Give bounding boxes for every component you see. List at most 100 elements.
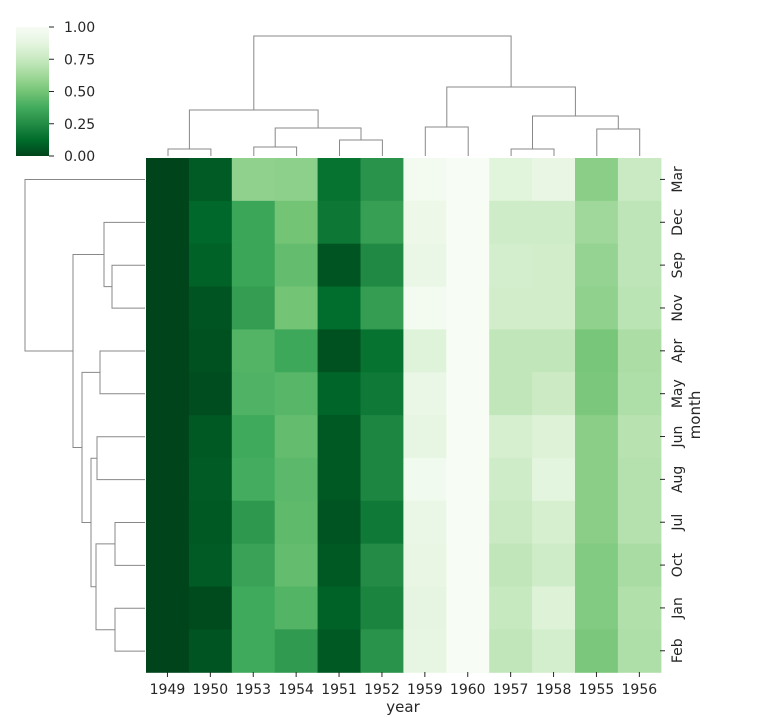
heatmap-cell	[575, 286, 619, 330]
heatmap-cell	[617, 415, 662, 459]
heatmap-cell	[360, 457, 404, 502]
colorbar-tick-label: 0.50	[64, 85, 95, 101]
x-tick-label: 1960	[450, 682, 486, 698]
heatmap-cell	[188, 243, 233, 288]
heatmap-cell	[403, 286, 447, 330]
heatmap-cell	[446, 586, 490, 630]
colorbar: 0.00 0.25 0.50 0.75 1.00	[16, 20, 95, 165]
heatmap-cell	[274, 457, 319, 502]
heatmap-cell	[188, 200, 233, 245]
heatmap-cell	[146, 329, 190, 373]
heatmap-cell	[231, 543, 276, 588]
heatmap-cell	[532, 500, 576, 545]
heatmap-cell	[575, 158, 619, 202]
colorbar-gradient	[16, 27, 49, 156]
heatmap-cell	[188, 158, 233, 202]
x-tick-label: 1954	[278, 682, 314, 698]
heatmap-cell	[274, 629, 319, 673]
heatmap-cell	[575, 629, 619, 673]
x-tick-label: 1955	[579, 682, 615, 698]
heatmap-cell	[146, 543, 190, 588]
heatmap-cell	[617, 158, 662, 202]
heatmap-cell	[274, 243, 319, 288]
heatmap-cell	[317, 500, 362, 545]
heatmap-cell	[317, 329, 362, 373]
heatmap-cell	[360, 629, 404, 673]
heatmap-cell	[575, 243, 619, 288]
x-tick-label: 1959	[407, 682, 443, 698]
heatmap-cell	[360, 415, 404, 459]
heatmap-cell	[231, 500, 276, 545]
heatmap-cell	[575, 372, 619, 416]
heatmap-cell	[489, 500, 533, 545]
heatmap-cell	[360, 286, 404, 330]
heatmap-cell	[274, 543, 319, 588]
heatmap-cell	[231, 243, 276, 288]
heatmap-cell	[146, 586, 190, 630]
heatmap-cell	[360, 158, 404, 202]
colorbar-tick-label: 0.00	[64, 149, 95, 165]
heatmap-cell	[489, 543, 533, 588]
row-dendrogram	[24, 179, 145, 652]
heatmap-cell	[146, 200, 190, 245]
heatmap-cell	[617, 372, 662, 416]
y-tick-label: Dec	[670, 209, 686, 236]
heatmap-cell	[231, 286, 276, 330]
heatmap-cell	[188, 372, 233, 416]
heatmap-cell	[446, 629, 490, 673]
x-tick-label: 1951	[321, 682, 357, 698]
y-tick-label: Mar	[670, 166, 686, 193]
heatmap-cell	[489, 629, 533, 673]
heatmap-cell	[403, 586, 447, 630]
y-tick-label: Oct	[670, 552, 686, 577]
x-tick-label: 1953	[235, 682, 271, 698]
heatmap-cell	[231, 629, 276, 673]
heatmap-cell	[446, 243, 490, 288]
heatmap-cell	[575, 200, 619, 245]
heatmap-cell	[446, 158, 490, 202]
heatmap-cell	[317, 372, 362, 416]
y-tick-label: Sep	[670, 252, 686, 279]
x-tick-label: 1952	[364, 682, 400, 698]
heatmap-cell	[532, 329, 576, 373]
heatmap-cell	[231, 586, 276, 630]
heatmap-cell	[532, 415, 576, 459]
heatmap-cell	[575, 586, 619, 630]
heatmap-cell	[274, 586, 319, 630]
heatmap-cell	[231, 457, 276, 502]
heatmap-cell	[489, 243, 533, 288]
heatmap-cell	[617, 543, 662, 588]
heatmap-cell	[274, 200, 319, 245]
heatmap-cell	[489, 329, 533, 373]
heatmap-cell	[617, 200, 662, 245]
heatmap-cell	[188, 586, 233, 630]
y-tick-label: May	[670, 379, 686, 408]
heatmap-cell	[489, 372, 533, 416]
heatmap-cell	[317, 243, 362, 288]
colorbar-tick-label: 0.75	[64, 52, 95, 68]
colorbar-tick-label: 0.25	[64, 117, 95, 133]
heatmap-cell	[617, 586, 662, 630]
colorbar-tick-label: 1.00	[64, 20, 95, 36]
heatmap-cell	[446, 372, 490, 416]
heatmap-cell	[532, 200, 576, 245]
column-tick-labels: 1949 1950 1953 1954 1951 1952 1959 1960 1957 1958…	[150, 672, 657, 698]
heatmap-cell	[231, 329, 276, 373]
heatmap-cell	[274, 415, 319, 459]
heatmap-cell	[274, 158, 319, 202]
heatmap-cell	[617, 457, 662, 502]
heatmap-cell	[489, 200, 533, 245]
heatmap-cell	[575, 543, 619, 588]
x-tick-label: 1949	[150, 682, 186, 698]
heatmap-cell	[317, 286, 362, 330]
heatmap-cell	[360, 372, 404, 416]
y-tick-label: Jun	[670, 426, 686, 449]
heatmap-cell	[188, 629, 233, 673]
heatmap-cell	[446, 543, 490, 588]
heatmap-cell	[446, 329, 490, 373]
heatmap-cell	[317, 415, 362, 459]
heatmap-cell	[403, 457, 447, 502]
y-tick-label: Jul	[670, 514, 686, 532]
heatmap-cell	[489, 586, 533, 630]
